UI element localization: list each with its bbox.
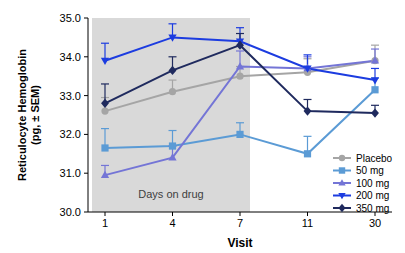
legend-label: 50 mg <box>356 165 384 176</box>
error-cap <box>304 136 312 137</box>
y-tick-label: 35.0 <box>60 12 81 24</box>
annotation: Days on drug <box>138 188 203 200</box>
point <box>101 108 108 115</box>
y-tick-label: 34.0 <box>60 51 81 63</box>
error-cap <box>169 23 177 24</box>
point <box>168 35 176 42</box>
legend-label: 200 mg <box>356 190 389 201</box>
plot-area <box>101 24 379 178</box>
legend-label: 100 mg <box>356 178 389 189</box>
series-line <box>105 61 375 111</box>
series-line <box>105 90 375 154</box>
y-axis-label-part: (pg, ± SEM) <box>29 85 41 145</box>
point <box>371 86 378 93</box>
legend-marker <box>338 179 345 185</box>
series-line <box>105 37 375 80</box>
x-tick-label: 30 <box>369 217 381 229</box>
legend-marker <box>338 193 345 199</box>
x-tick-label: 1 <box>102 217 108 229</box>
x-tick <box>307 212 308 216</box>
error-cap <box>236 50 244 51</box>
y-axis-label-part: Reticulocyte Hemoglobin <box>16 49 28 181</box>
x-tick-label: 11 <box>302 217 313 229</box>
error-cap <box>304 99 312 100</box>
x-tick <box>105 212 106 216</box>
legend-marker <box>339 155 345 161</box>
error-cap <box>101 43 109 44</box>
legend-label: 350 mg <box>356 203 389 214</box>
point <box>236 131 243 138</box>
y-axis-label: Reticulocyte Hemoglobin(pg, ± SEM) <box>16 49 41 181</box>
error-cap <box>371 105 379 106</box>
y-tick <box>84 18 88 19</box>
point <box>371 57 378 64</box>
y-tick <box>84 95 88 96</box>
error-cap <box>236 122 244 123</box>
error-cap <box>169 56 177 57</box>
point <box>169 88 176 95</box>
point <box>303 66 311 73</box>
error-cap <box>169 130 177 131</box>
point <box>101 99 109 108</box>
point <box>236 62 244 69</box>
legend-item: 350 mg <box>333 203 389 214</box>
legend-item: Placebo <box>333 153 393 164</box>
error-cap <box>371 48 379 49</box>
y-tick-label: 30.0 <box>60 206 81 218</box>
error-cap <box>169 79 177 80</box>
point <box>371 77 379 84</box>
legend-marker <box>339 167 345 173</box>
y-tick <box>84 134 88 135</box>
legend-item: 50 mg <box>333 165 384 176</box>
x-tick <box>172 212 173 216</box>
y-tick-label: 31.0 <box>60 167 81 179</box>
error-cap <box>371 68 379 69</box>
error-cap <box>236 33 244 34</box>
point <box>101 58 109 65</box>
point <box>169 142 176 149</box>
point <box>236 40 244 49</box>
point <box>101 144 108 151</box>
error-cap <box>101 128 109 129</box>
legend-item: 100 mg <box>333 178 389 189</box>
point <box>304 106 312 115</box>
point <box>371 56 379 63</box>
point <box>304 150 311 157</box>
shade-region <box>92 18 250 212</box>
series-line <box>105 61 375 175</box>
y-tick-label: 33.0 <box>60 90 81 102</box>
point <box>236 73 243 80</box>
error-cap <box>371 45 379 46</box>
error-cap <box>101 165 109 166</box>
y-tick <box>84 56 88 57</box>
point <box>371 108 379 117</box>
x-tick <box>240 212 241 216</box>
y-tick-label: 32.0 <box>60 128 81 140</box>
y-axis <box>88 18 89 212</box>
y-tick <box>84 212 88 213</box>
error-cap <box>236 27 244 28</box>
x-tick-label: 7 <box>237 217 243 229</box>
x-tick-label: 4 <box>169 217 175 229</box>
error-cap <box>304 54 312 55</box>
error-cap <box>101 83 109 84</box>
legend-label: Placebo <box>356 153 393 164</box>
y-tick <box>84 173 88 174</box>
point <box>101 171 109 178</box>
point <box>168 153 176 160</box>
series-line <box>105 45 375 113</box>
legend-marker <box>338 204 345 212</box>
point <box>169 66 177 75</box>
x-axis-label: Visit <box>227 236 252 250</box>
legend-item: 200 mg <box>333 190 389 201</box>
